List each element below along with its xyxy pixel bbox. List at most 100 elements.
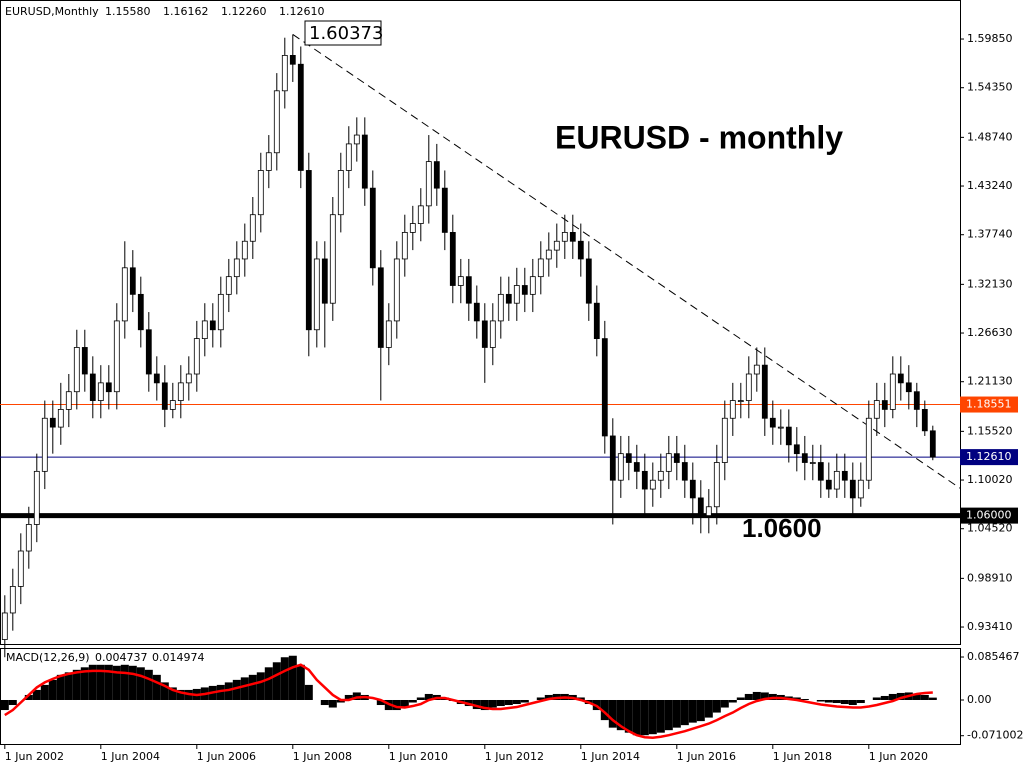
candle-body: [97, 382, 104, 401]
candle-body: [297, 63, 304, 171]
candle-body: [593, 302, 600, 340]
macd-bar: [928, 697, 937, 700]
candle-body: [137, 293, 144, 331]
candle-body: [489, 320, 496, 348]
candle-body: [161, 382, 168, 410]
macd-bar: [688, 699, 697, 723]
macd-value: 0.014974: [152, 651, 205, 664]
symbol: EURUSD,Monthly: [5, 5, 99, 18]
candle-body: [737, 400, 744, 402]
macd-bar: [40, 684, 49, 700]
candle-body: [809, 462, 816, 464]
x-tick-label: 1 Jun 2004: [101, 750, 160, 763]
candle-body: [913, 391, 920, 410]
candle-body: [417, 205, 424, 224]
candle-body: [601, 338, 608, 437]
candle-body: [873, 400, 880, 419]
x-tick-label: 1 Jun 2018: [773, 750, 832, 763]
candle-body: [929, 430, 936, 458]
macd-bar: [720, 699, 729, 708]
candle-body: [105, 382, 112, 393]
candle-body: [697, 497, 704, 517]
macd-bar: [832, 699, 841, 704]
candle-body: [689, 479, 696, 499]
candle-body: [849, 479, 856, 499]
macd-bar: [8, 699, 17, 706]
candle-body: [201, 320, 208, 340]
macd-bar: [32, 689, 41, 700]
candle-body: [721, 417, 728, 463]
macd-bar: [712, 699, 721, 713]
candle-body: [537, 258, 544, 278]
x-tick-label: 1 Jun 2002: [5, 750, 64, 763]
macd-bar: [736, 697, 745, 700]
candle-body: [17, 550, 24, 587]
macd-bar: [896, 692, 905, 700]
candle-body: [225, 276, 232, 295]
macd-bar: [24, 694, 33, 700]
candle-body: [9, 586, 16, 614]
macd-bar: [72, 669, 81, 700]
macd-bar: [144, 669, 153, 700]
candle-body: [401, 232, 408, 260]
candle-body: [281, 55, 288, 92]
macd-bar: [760, 692, 769, 700]
y-tick-label: 1.48740: [967, 130, 1013, 143]
candle-body: [185, 373, 192, 384]
candle-body: [633, 462, 640, 472]
macd-bar: [640, 699, 649, 736]
macd-bar: [0, 699, 9, 711]
macd-bar: [64, 672, 73, 700]
candle-body: [433, 161, 440, 189]
candle-body: [465, 276, 472, 304]
candle-body: [65, 391, 72, 410]
macd-bar: [400, 699, 409, 708]
macd-bar: [728, 699, 737, 703]
candle-body: [89, 373, 96, 401]
candle-body: [769, 417, 776, 428]
level-box: [960, 396, 1018, 413]
y-tick-label: 1.04520: [967, 522, 1013, 535]
macd-bar: [472, 699, 481, 710]
candle-body: [889, 373, 896, 410]
macd-bar: [488, 699, 497, 708]
macd-bar: [656, 699, 665, 733]
candle-body: [681, 462, 688, 481]
y-tick-label: 0.085467: [967, 650, 1020, 663]
macd-bar: [280, 657, 289, 700]
candle-body: [217, 293, 224, 331]
x-tick-label: 1 Jun 2014: [581, 750, 640, 763]
x-tick-label: 1 Jun 2016: [677, 750, 736, 763]
level-label: 1.18551: [966, 398, 1012, 411]
macd-bar: [888, 693, 897, 700]
level-label: 1.12610: [966, 450, 1012, 463]
candle-body: [1, 612, 8, 640]
macd-bar: [328, 699, 337, 708]
candle-body: [353, 134, 360, 145]
macd-bar: [672, 699, 681, 728]
candle-body: [321, 258, 328, 304]
level-label: 1.06000: [966, 509, 1012, 522]
candle-body: [345, 143, 352, 171]
macd-bar: [240, 677, 249, 700]
peak-label: 1.60373: [309, 23, 383, 44]
candle-body: [761, 364, 768, 419]
candle-body: [81, 347, 88, 375]
macd-bar: [120, 664, 129, 700]
ohlc: 1.15580: [105, 5, 151, 18]
x-tick-label: 1 Jun 2012: [485, 750, 544, 763]
macd-bar: [648, 699, 657, 735]
macd-bar: [48, 679, 57, 700]
candle-body: [777, 426, 784, 429]
macd-bar: [160, 682, 169, 700]
macd-value: 0.004737: [95, 651, 148, 664]
macd-bar: [416, 697, 425, 700]
candle-body: [561, 232, 568, 242]
y-tick-label: 1.37740: [967, 228, 1013, 241]
macd-bar: [504, 699, 513, 706]
candle-body: [513, 285, 520, 304]
candle-body: [569, 232, 576, 242]
y-tick-label: 1.54350: [967, 81, 1013, 94]
macd-bar: [248, 674, 257, 700]
candle-body: [313, 258, 320, 331]
